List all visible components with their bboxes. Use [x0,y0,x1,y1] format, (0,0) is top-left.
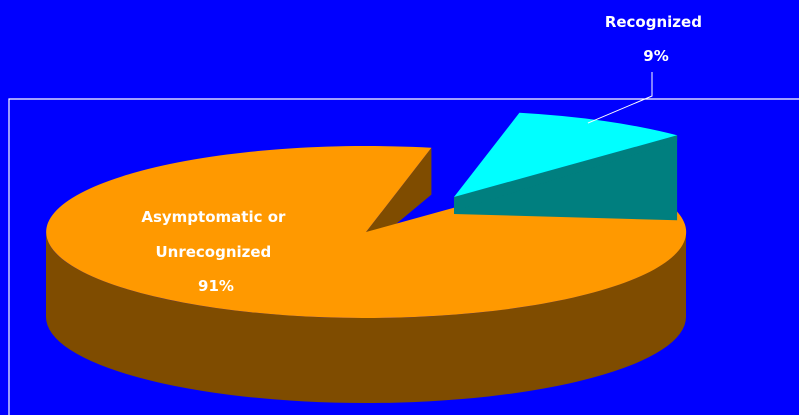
data-label-unrecognized: Asymptomatic or Unrecognized 91% [141,208,290,295]
label-line: Recognized [605,13,702,31]
label-line: Unrecognized [155,243,271,261]
value-label: 91% [198,277,234,295]
plot-area-border [8,98,799,415]
label-line: Asymptomatic or [141,208,286,226]
leader-line-recognized [587,72,653,124]
pie-slice-side-unrecognized [46,232,686,403]
pie-slice-recognized [454,112,678,197]
pie-slice-cut-face-recognized [454,135,678,211]
value-label: 9% [643,47,668,65]
data-label-recognized: Recognized 9% [605,13,707,65]
pie-slice-cut-face-unrecognized [366,147,432,249]
